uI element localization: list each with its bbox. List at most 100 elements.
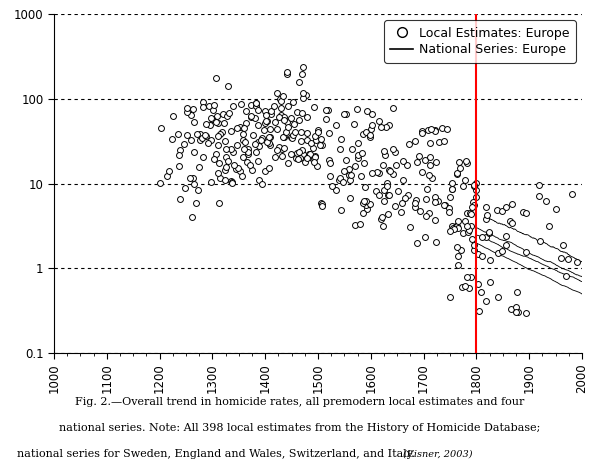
National Series: Europe: (1.82e+03, 2.53): Europe: (1.82e+03, 2.53) [486, 231, 493, 237]
Local Estimates: Europe: (1.66e+03, 4.6): Europe: (1.66e+03, 4.6) [396, 209, 406, 216]
Local Estimates: Europe: (1.39e+03, 34.1): Europe: (1.39e+03, 34.1) [257, 135, 266, 142]
Local Estimates: Europe: (1.37e+03, 16.7): Europe: (1.37e+03, 16.7) [245, 161, 255, 169]
Local Estimates: Europe: (1.69e+03, 2.02): Europe: (1.69e+03, 2.02) [413, 239, 422, 246]
Local Estimates: Europe: (1.87e+03, 0.351): Europe: (1.87e+03, 0.351) [511, 303, 520, 311]
Local Estimates: Europe: (1.78e+03, 17.6): Europe: (1.78e+03, 17.6) [463, 159, 472, 167]
Local Estimates: Europe: (1.22e+03, 14): Europe: (1.22e+03, 14) [164, 168, 173, 175]
Local Estimates: Europe: (1.35e+03, 45.8): Europe: (1.35e+03, 45.8) [233, 124, 242, 131]
Local Estimates: Europe: (1.47e+03, 32.1): Europe: (1.47e+03, 32.1) [296, 137, 306, 145]
Local Estimates: Europe: (1.28e+03, 34.7): Europe: (1.28e+03, 34.7) [197, 134, 206, 142]
Local Estimates: Europe: (1.78e+03, 11): Europe: (1.78e+03, 11) [460, 176, 469, 184]
Local Estimates: Europe: (1.49e+03, 30.2): Europe: (1.49e+03, 30.2) [306, 139, 316, 146]
Local Estimates: Europe: (1.71e+03, 43.2): Europe: (1.71e+03, 43.2) [424, 126, 433, 134]
Local Estimates: Europe: (1.33e+03, 20.7): Europe: (1.33e+03, 20.7) [221, 153, 231, 161]
Local Estimates: Europe: (1.3e+03, 85.4): Europe: (1.3e+03, 85.4) [209, 101, 219, 108]
Local Estimates: Europe: (1.7e+03, 40.1): Europe: (1.7e+03, 40.1) [418, 129, 427, 136]
Local Estimates: Europe: (1.71e+03, 30.1): Europe: (1.71e+03, 30.1) [425, 139, 435, 147]
Local Estimates: Europe: (1.37e+03, 23.9): Europe: (1.37e+03, 23.9) [243, 148, 253, 155]
Local Estimates: Europe: (1.59e+03, 5.02): Europe: (1.59e+03, 5.02) [362, 205, 372, 213]
Local Estimates: Europe: (1.62e+03, 24.5): Europe: (1.62e+03, 24.5) [379, 147, 388, 154]
Local Estimates: Europe: (1.77e+03, 2.62): Europe: (1.77e+03, 2.62) [458, 229, 467, 237]
Local Estimates: Europe: (1.63e+03, 10.3): Europe: (1.63e+03, 10.3) [383, 179, 392, 187]
Local Estimates: Europe: (1.26e+03, 53.1): Europe: (1.26e+03, 53.1) [189, 119, 199, 126]
Local Estimates: Europe: (1.41e+03, 44.3): Europe: (1.41e+03, 44.3) [265, 125, 275, 133]
Local Estimates: Europe: (1.52e+03, 39.5): Europe: (1.52e+03, 39.5) [324, 130, 334, 137]
Local Estimates: Europe: (1.76e+03, 1.8): Europe: (1.76e+03, 1.8) [452, 243, 462, 251]
Local Estimates: Europe: (1.38e+03, 29.5): Europe: (1.38e+03, 29.5) [250, 140, 260, 148]
Local Estimates: Europe: (1.43e+03, 35.4): Europe: (1.43e+03, 35.4) [278, 133, 287, 141]
Local Estimates: Europe: (1.78e+03, 18.8): Europe: (1.78e+03, 18.8) [461, 157, 470, 164]
Local Estimates: Europe: (1.44e+03, 40.3): Europe: (1.44e+03, 40.3) [281, 129, 291, 136]
Local Estimates: Europe: (1.87e+03, 0.309): Europe: (1.87e+03, 0.309) [511, 308, 521, 316]
Local Estimates: Europe: (1.35e+03, 28.3): Europe: (1.35e+03, 28.3) [232, 142, 242, 149]
Text: (Eisner, 2003): (Eisner, 2003) [403, 450, 473, 459]
Local Estimates: Europe: (1.54e+03, 4.94): Europe: (1.54e+03, 4.94) [337, 206, 346, 213]
Local Estimates: Europe: (1.31e+03, 6): Europe: (1.31e+03, 6) [214, 199, 224, 206]
Local Estimates: Europe: (1.56e+03, 25.5): Europe: (1.56e+03, 25.5) [347, 146, 356, 153]
Local Estimates: Europe: (1.46e+03, 19.9): Europe: (1.46e+03, 19.9) [291, 154, 301, 162]
Local Estimates: Europe: (1.44e+03, 46.6): Europe: (1.44e+03, 46.6) [283, 123, 292, 131]
Local Estimates: Europe: (1.44e+03, 56.2): Europe: (1.44e+03, 56.2) [279, 116, 289, 124]
Local Estimates: Europe: (1.7e+03, 2.36): Europe: (1.7e+03, 2.36) [420, 233, 430, 241]
Local Estimates: Europe: (1.75e+03, 4.64): Europe: (1.75e+03, 4.64) [444, 208, 454, 216]
Local Estimates: Europe: (1.68e+03, 5.93): Europe: (1.68e+03, 5.93) [410, 199, 420, 207]
Local Estimates: Europe: (1.54e+03, 25.8): Europe: (1.54e+03, 25.8) [335, 145, 345, 153]
Local Estimates: Europe: (1.53e+03, 48.7): Europe: (1.53e+03, 48.7) [331, 122, 341, 129]
Local Estimates: Europe: (1.72e+03, 6.89): Europe: (1.72e+03, 6.89) [430, 194, 440, 201]
Local Estimates: Europe: (1.75e+03, 10.2): Europe: (1.75e+03, 10.2) [447, 179, 457, 187]
Local Estimates: Europe: (1.8e+03, 10.1): Europe: (1.8e+03, 10.1) [471, 179, 481, 187]
Local Estimates: Europe: (1.43e+03, 27): Europe: (1.43e+03, 27) [274, 143, 284, 151]
Local Estimates: Europe: (1.31e+03, 11.6): Europe: (1.31e+03, 11.6) [215, 174, 224, 182]
Local Estimates: Europe: (1.37e+03, 22.7): Europe: (1.37e+03, 22.7) [244, 150, 253, 157]
Local Estimates: Europe: (1.62e+03, 46.2): Europe: (1.62e+03, 46.2) [377, 123, 386, 131]
Local Estimates: Europe: (1.59e+03, 17.3): Europe: (1.59e+03, 17.3) [359, 160, 369, 167]
Local Estimates: Europe: (1.4e+03, 71.3): Europe: (1.4e+03, 71.3) [260, 107, 269, 115]
Local Estimates: Europe: (1.4e+03, 54.7): Europe: (1.4e+03, 54.7) [262, 117, 271, 125]
Local Estimates: Europe: (1.59e+03, 41.1): Europe: (1.59e+03, 41.1) [361, 128, 371, 136]
Local Estimates: Europe: (1.49e+03, 79.8): Europe: (1.49e+03, 79.8) [309, 104, 319, 111]
Local Estimates: Europe: (1.26e+03, 76.4): Europe: (1.26e+03, 76.4) [188, 105, 197, 113]
Local Estimates: Europe: (1.32e+03, 67): Europe: (1.32e+03, 67) [218, 110, 228, 117]
Local Estimates: Europe: (1.59e+03, 9.13): Europe: (1.59e+03, 9.13) [360, 183, 370, 191]
Local Estimates: Europe: (1.31e+03, 38.5): Europe: (1.31e+03, 38.5) [215, 130, 225, 138]
Local Estimates: Europe: (1.22e+03, 33.2): Europe: (1.22e+03, 33.2) [167, 136, 177, 143]
Local Estimates: Europe: (1.56e+03, 6.78): Europe: (1.56e+03, 6.78) [346, 194, 355, 202]
Local Estimates: Europe: (1.38e+03, 81.5): Europe: (1.38e+03, 81.5) [251, 103, 260, 110]
Local Estimates: Europe: (1.47e+03, 19.9): Europe: (1.47e+03, 19.9) [295, 154, 305, 162]
Local Estimates: Europe: (1.36e+03, 52.1): Europe: (1.36e+03, 52.1) [241, 119, 251, 127]
Local Estimates: Europe: (1.77e+03, 15.4): Europe: (1.77e+03, 15.4) [455, 164, 465, 171]
Local Estimates: Europe: (1.43e+03, 95.4): Europe: (1.43e+03, 95.4) [276, 97, 286, 105]
Local Estimates: Europe: (1.26e+03, 4.08): Europe: (1.26e+03, 4.08) [188, 213, 197, 220]
Local Estimates: Europe: (1.31e+03, 17.8): Europe: (1.31e+03, 17.8) [214, 159, 224, 166]
Local Estimates: Europe: (1.37e+03, 62.3): Europe: (1.37e+03, 62.3) [246, 113, 256, 120]
Local Estimates: Europe: (1.3e+03, 32.8): Europe: (1.3e+03, 32.8) [206, 136, 215, 144]
Local Estimates: Europe: (1.33e+03, 62.3): Europe: (1.33e+03, 62.3) [223, 113, 232, 120]
Local Estimates: Europe: (1.55e+03, 10.5): Europe: (1.55e+03, 10.5) [338, 178, 347, 186]
Local Estimates: Europe: (1.56e+03, 12.5): Europe: (1.56e+03, 12.5) [344, 172, 354, 179]
Local Estimates: Europe: (1.4e+03, 14.1): Europe: (1.4e+03, 14.1) [260, 167, 270, 175]
Local Estimates: Europe: (1.27e+03, 15.9): Europe: (1.27e+03, 15.9) [194, 163, 203, 171]
Local Estimates: Europe: (1.69e+03, 21.5): Europe: (1.69e+03, 21.5) [414, 152, 424, 159]
Local Estimates: Europe: (1.74e+03, 5.61): Europe: (1.74e+03, 5.61) [439, 201, 449, 209]
Local Estimates: Europe: (1.92e+03, 9.77): Europe: (1.92e+03, 9.77) [535, 181, 544, 188]
Local Estimates: Europe: (1.47e+03, 238): Europe: (1.47e+03, 238) [299, 63, 308, 71]
Local Estimates: Europe: (1.7e+03, 6.59): Europe: (1.7e+03, 6.59) [421, 195, 431, 203]
Local Estimates: Europe: (1.69e+03, 4.72): Europe: (1.69e+03, 4.72) [415, 208, 425, 215]
Local Estimates: Europe: (1.24e+03, 21.7): Europe: (1.24e+03, 21.7) [175, 152, 184, 159]
Local Estimates: Europe: (1.49e+03, 19.9): Europe: (1.49e+03, 19.9) [308, 154, 317, 162]
Local Estimates: Europe: (1.78e+03, 0.617): Europe: (1.78e+03, 0.617) [460, 283, 470, 290]
Local Estimates: Europe: (1.79e+03, 4.37): Europe: (1.79e+03, 4.37) [466, 211, 475, 218]
Local Estimates: Europe: (1.75e+03, 8.76): Europe: (1.75e+03, 8.76) [447, 185, 457, 192]
Local Estimates: Europe: (1.52e+03, 17.3): Europe: (1.52e+03, 17.3) [325, 160, 335, 167]
Text: Fig. 2.—Overall trend in homicide rates, all premodern local estimates and four: Fig. 2.—Overall trend in homicide rates,… [76, 397, 524, 407]
Local Estimates: Europe: (1.37e+03, 26): Europe: (1.37e+03, 26) [243, 145, 253, 152]
Local Estimates: Europe: (1.74e+03, 31.6): Europe: (1.74e+03, 31.6) [439, 138, 448, 145]
Local Estimates: Europe: (1.7e+03, 4.2): Europe: (1.7e+03, 4.2) [421, 212, 431, 219]
Local Estimates: Europe: (1.64e+03, 13.1): Europe: (1.64e+03, 13.1) [388, 170, 398, 178]
Local Estimates: Europe: (1.45e+03, 22.1): Europe: (1.45e+03, 22.1) [286, 151, 296, 158]
Local Estimates: Europe: (1.31e+03, 28.6): Europe: (1.31e+03, 28.6) [214, 141, 223, 149]
Local Estimates: Europe: (1.87e+03, 5.72): Europe: (1.87e+03, 5.72) [507, 201, 517, 208]
Local Estimates: Europe: (1.55e+03, 67.1): Europe: (1.55e+03, 67.1) [339, 110, 349, 117]
Local Estimates: Europe: (1.93e+03, 6.3): Europe: (1.93e+03, 6.3) [542, 197, 551, 204]
Local Estimates: Europe: (1.79e+03, 2.23): Europe: (1.79e+03, 2.23) [467, 235, 477, 243]
